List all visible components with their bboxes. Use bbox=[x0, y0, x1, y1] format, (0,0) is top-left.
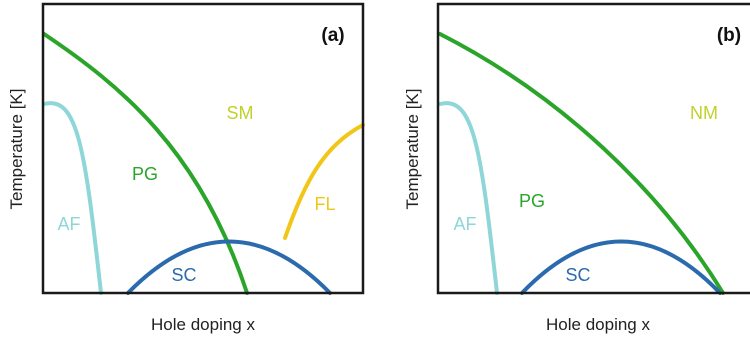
superconductor-region-label-a: SC bbox=[171, 265, 196, 285]
pseudogap-region-label-a: PG bbox=[132, 164, 158, 184]
superconducting-dome-a bbox=[126, 239, 332, 295]
plot-frame-b bbox=[436, 2, 750, 295]
antiferromagnet-curve-a bbox=[42, 101, 103, 295]
superconducting-dome-b bbox=[520, 239, 722, 295]
antiferromagnet-curve-b bbox=[438, 101, 499, 295]
antiferromagnet-region-label-b: AF bbox=[453, 214, 476, 234]
y-axis-label-b: Temperature [K] bbox=[403, 89, 422, 210]
panel-b: NM PG AF SC (b) Hole doping x Temperatur… bbox=[403, 2, 750, 334]
fermi-liquid-region-label-a: FL bbox=[314, 194, 335, 214]
metal-region-label-a: SM bbox=[227, 103, 254, 123]
fermi-liquid-line-a bbox=[283, 123, 365, 240]
pseudogap-region-label-b: PG bbox=[519, 191, 545, 211]
antiferromagnet-region-label-a: AF bbox=[57, 214, 80, 234]
plot-frame-a bbox=[41, 2, 365, 295]
panel-a: SM PG AF SC FL (a) Hole doping x Tempera… bbox=[7, 2, 365, 334]
panel-tag-a: (a) bbox=[321, 25, 344, 46]
y-axis-label-a: Temperature [K] bbox=[7, 89, 26, 210]
x-axis-label-a: Hole doping x bbox=[151, 315, 255, 334]
pseudogap-line-b bbox=[438, 32, 725, 295]
panel-tag-b: (b) bbox=[717, 25, 741, 46]
superconductor-region-label-b: SC bbox=[565, 265, 590, 285]
x-axis-label-b: Hole doping x bbox=[546, 315, 650, 334]
metal-region-label-b: NM bbox=[690, 103, 718, 123]
